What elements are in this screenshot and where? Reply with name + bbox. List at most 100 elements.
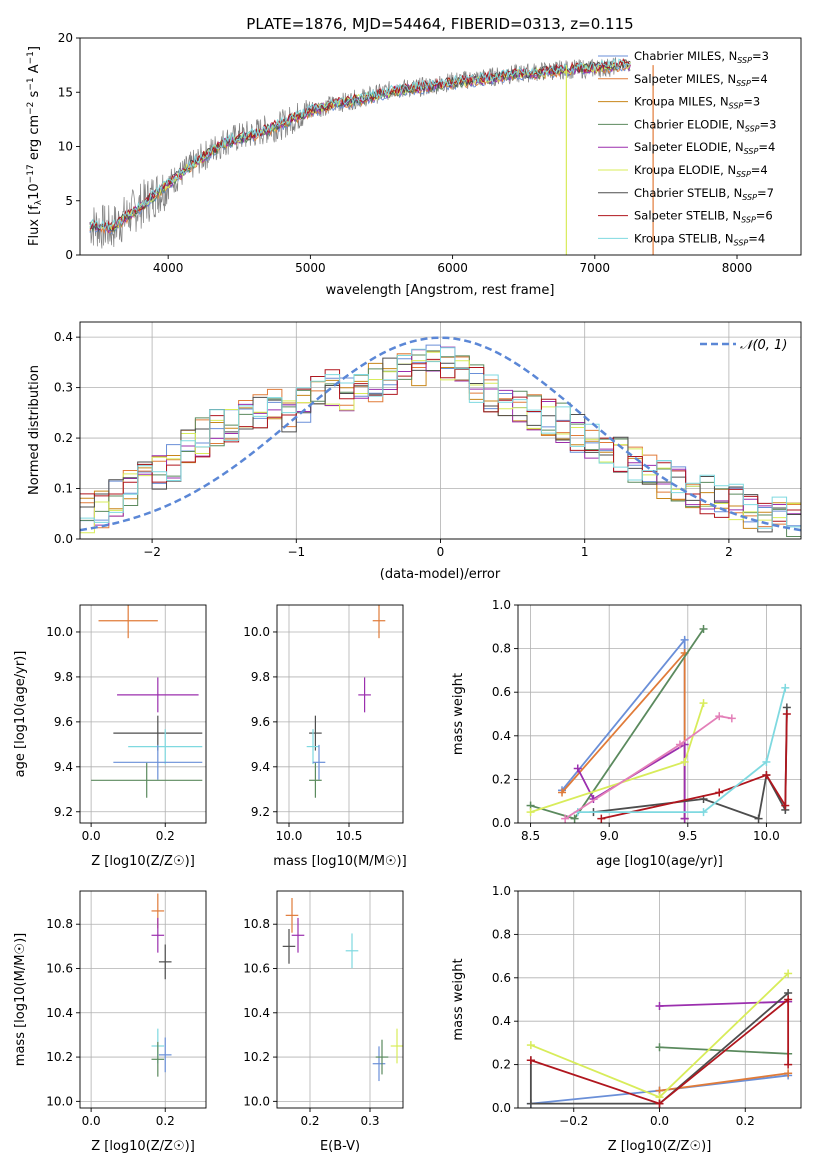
weight-line — [659, 1072, 789, 1092]
x-tick-label: 5000 — [295, 261, 326, 275]
weight-line — [561, 637, 686, 819]
panel-frame — [517, 890, 802, 1109]
y-tick-label: 0 — [65, 248, 73, 262]
model-spectrum — [89, 58, 631, 230]
spectrum-legend: Chabrier MILES, NSSP=3 Salpeter MILES, NS… — [598, 49, 776, 247]
panel-area — [526, 969, 793, 1108]
x-tick-label: 0.2 — [156, 829, 175, 843]
panel-frame — [276, 604, 404, 824]
panel-xlabel: age [log10(age/yr)] — [596, 854, 723, 869]
weight-line — [530, 997, 790, 1105]
x-tick-label: −2 — [143, 545, 161, 559]
panel-area — [91, 605, 203, 798]
massweight_vs_age-panel: 8.5 9.0 9.5 10.0 0.0 0.2 0.4 0.6 0.8 1.0 age [log1… — [451, 598, 802, 869]
y-tick-label: 10.6 — [243, 962, 270, 976]
x-tick-label: 8000 — [722, 261, 753, 275]
panel-xlabel: mass [log10(M/M☉)] — [273, 854, 406, 869]
y-tick-label: 0.0 — [54, 532, 73, 546]
x-tick-label: 7000 — [580, 261, 611, 275]
y-tick-label: 9.4 — [54, 760, 73, 774]
model-spectrum — [89, 62, 631, 235]
model-spectrum — [89, 57, 631, 231]
panel-xlabel: E(B-V) — [320, 1139, 360, 1154]
legend-label: Salpeter STELIB, NSSP=6 — [634, 209, 773, 225]
x-tick-label: 10.0 — [753, 829, 780, 843]
panel-area — [306, 605, 386, 798]
y-tick-label: 20 — [58, 31, 73, 45]
x-tick-label: 1 — [581, 545, 589, 559]
x-tick-label: 2 — [725, 545, 733, 559]
y-tick-label: 0.2 — [492, 1058, 511, 1072]
weight-line — [659, 1000, 789, 1007]
x-tick-label: 0.0 — [650, 1114, 669, 1128]
spectrum-title: PLATE=1876, MJD=54464, FIBERID=0313, z=0… — [246, 15, 633, 33]
panel-area — [526, 624, 791, 823]
y-tick-label: 0.0 — [492, 1101, 511, 1115]
y-tick-label: 9.2 — [251, 805, 270, 819]
y-tick-label: 1.0 — [492, 884, 511, 898]
y-tick-label: 10.2 — [243, 1050, 270, 1064]
x-tick-label: 9.5 — [678, 829, 697, 843]
gauss-legend-label: 𝒩(0, 1) — [740, 338, 787, 353]
y-tick-label: 10.0 — [46, 625, 73, 639]
x-tick-label: 9.0 — [600, 829, 619, 843]
residual-ylabel: Normed distribution — [27, 365, 42, 495]
residual-histogram — [80, 347, 801, 529]
residual-area — [80, 336, 801, 537]
x-tick-label: 6000 — [437, 261, 468, 275]
panel-area — [151, 893, 172, 1077]
y-tick-label: 0.1 — [54, 482, 73, 496]
x-tick-label: 0.3 — [360, 1114, 379, 1128]
residual-panel: −2 −1 0 1 2 0.0 0.1 0.2 0.3 0.4 (data-model)/erro… — [27, 321, 802, 582]
panel-area — [282, 897, 403, 1082]
legend-label: Chabrier STELIB, NSSP=7 — [634, 186, 774, 202]
panel-ylabel: mass weight — [451, 673, 466, 755]
spectrum-ylabel: Flux [fλ10−17 erg cm−2 s−1 A−1] — [26, 46, 44, 246]
y-tick-label: 0.0 — [492, 816, 511, 830]
panel-ylabel: mass weight — [451, 958, 466, 1040]
x-tick-label: 0.2 — [736, 1114, 755, 1128]
y-tick-label: 9.4 — [251, 760, 270, 774]
panel-xlabel: Z [log10(Z/Z☉)] — [91, 854, 195, 869]
y-tick-label: 10.4 — [46, 1006, 73, 1020]
x-tick-label: 0.0 — [82, 829, 101, 843]
gaussian-curve — [80, 336, 801, 532]
legend-label: Chabrier ELODIE, NSSP=3 — [634, 117, 776, 133]
y-tick-label: 0.2 — [54, 431, 73, 445]
x-tick-label: 0 — [437, 545, 445, 559]
age_vs_Z-panel: 0.0 0.2 9.2 9.4 9.6 9.8 10.0 Z [log10(Z/Z☉)] age… — [13, 604, 207, 869]
y-tick-label: 10 — [58, 140, 73, 154]
y-tick-label: 0.6 — [492, 971, 511, 985]
massweight_vs_Z-panel: −0.2 0.0 0.2 0.0 0.2 0.4 0.6 0.8 1.0 Z [log10(Z/Z… — [451, 884, 802, 1154]
y-tick-label: 10.0 — [46, 1094, 73, 1108]
x-tick-label: 10.0 — [276, 829, 303, 843]
y-tick-label: 0.4 — [492, 1014, 511, 1028]
y-tick-label: 0.3 — [54, 381, 73, 395]
y-tick-label: 10.4 — [243, 1006, 270, 1020]
x-tick-label: 0.2 — [300, 1114, 319, 1128]
panel-frame — [79, 890, 207, 1109]
y-tick-label: 10.8 — [46, 917, 73, 931]
y-tick-label: 9.6 — [251, 715, 270, 729]
model-spectrum — [89, 61, 631, 234]
y-tick-label: 9.8 — [251, 670, 270, 684]
y-tick-label: 0.8 — [492, 642, 511, 656]
legend-label: Kroupa STELIB, NSSP=4 — [634, 231, 765, 247]
y-tick-label: 9.8 — [54, 670, 73, 684]
model-spectrum — [89, 58, 631, 231]
panel-xlabel: Z [log10(Z/Z☉)] — [91, 1139, 195, 1154]
y-tick-label: 10.6 — [46, 962, 73, 976]
model-spectrum — [89, 59, 631, 233]
panel-frame — [79, 604, 207, 824]
panel-frame — [517, 604, 802, 824]
y-tick-label: 0.6 — [492, 685, 511, 699]
legend-label: Chabrier MILES, NSSP=3 — [634, 49, 769, 65]
x-tick-label: 8.5 — [521, 829, 540, 843]
observed-spectrum — [89, 57, 617, 249]
weight-line — [529, 992, 789, 1105]
y-tick-label: 10.2 — [46, 1050, 73, 1064]
x-tick-label: −0.2 — [559, 1114, 588, 1128]
x-tick-label: −1 — [287, 545, 305, 559]
mass_vs_EBV-panel: 0.2 0.3 10.0 10.2 10.4 10.6 10.8 E(B-V) — [243, 890, 404, 1154]
